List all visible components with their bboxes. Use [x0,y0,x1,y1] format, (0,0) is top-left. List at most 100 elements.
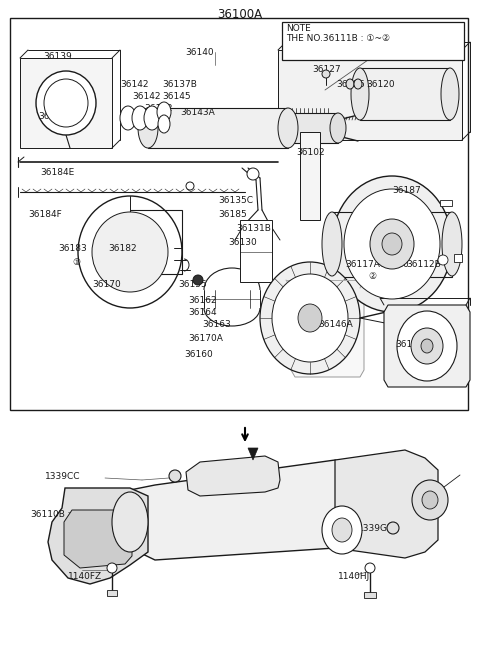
Text: 36110B: 36110B [30,510,65,519]
Text: 36127: 36127 [312,65,341,74]
Ellipse shape [247,168,259,180]
Text: 36142: 36142 [120,80,148,89]
Ellipse shape [412,480,448,520]
Ellipse shape [422,491,438,509]
Text: 36126: 36126 [336,80,365,89]
Ellipse shape [138,108,158,148]
Ellipse shape [107,563,117,573]
Ellipse shape [322,506,362,554]
Ellipse shape [144,106,160,130]
Ellipse shape [36,71,96,135]
Bar [440,200,452,206]
Text: NOTE: NOTE [286,24,311,33]
Text: THE NO.36111B : ①~②: THE NO.36111B : ①~② [286,34,390,43]
Ellipse shape [132,106,148,130]
Ellipse shape [365,563,375,573]
Ellipse shape [186,182,194,190]
Text: 1339CC: 1339CC [45,472,81,481]
Text: 36170A: 36170A [188,334,223,343]
Text: 36150: 36150 [395,340,424,349]
Polygon shape [384,305,470,387]
Ellipse shape [260,262,360,374]
Text: 36143A: 36143A [180,108,215,117]
Bar [364,592,376,598]
Text: 36112B: 36112B [406,260,441,269]
Text: 36142: 36142 [132,92,160,101]
Text: 36185: 36185 [218,210,247,219]
Text: 36164: 36164 [188,308,216,317]
Ellipse shape [438,255,448,265]
Ellipse shape [332,518,352,542]
Ellipse shape [272,274,348,362]
Polygon shape [248,448,258,460]
Bar [240,220,272,282]
Ellipse shape [441,68,459,120]
Polygon shape [186,456,280,496]
Bar [10,18,468,410]
Text: 1140HJ: 1140HJ [338,572,370,581]
Ellipse shape [370,219,414,269]
Text: 36142: 36142 [144,104,172,113]
Text: 1339GB: 1339GB [358,524,394,533]
Text: ①: ① [72,258,80,267]
Ellipse shape [354,79,362,89]
Text: 36145: 36145 [162,92,191,101]
Bar [130,210,182,274]
Text: 1140FZ: 1140FZ [68,572,102,581]
Ellipse shape [322,212,342,276]
Ellipse shape [330,113,346,143]
Bar [332,212,452,277]
Ellipse shape [158,115,170,133]
Bar [282,22,464,60]
Polygon shape [120,460,380,560]
Ellipse shape [387,522,399,534]
Ellipse shape [120,106,136,130]
Ellipse shape [397,311,457,381]
Text: 36184E: 36184E [40,168,74,177]
Text: 36139: 36139 [43,52,72,61]
Ellipse shape [322,70,330,78]
Ellipse shape [344,189,440,299]
Ellipse shape [169,470,181,482]
Text: 36102: 36102 [296,148,324,157]
Text: 36170: 36170 [92,280,121,289]
Ellipse shape [78,196,182,308]
Text: 36137B: 36137B [162,80,197,89]
Text: 36187: 36187 [392,186,421,195]
Ellipse shape [411,328,443,364]
Polygon shape [278,50,462,140]
Bar [288,113,338,143]
Text: 36120: 36120 [366,80,395,89]
Text: 36146A: 36146A [318,320,353,329]
Text: 36131B: 36131B [236,224,271,233]
Text: 36100A: 36100A [217,8,263,21]
Polygon shape [48,488,148,584]
Ellipse shape [44,79,88,127]
Ellipse shape [332,176,452,312]
Ellipse shape [382,233,402,255]
Bar [360,68,450,120]
Text: 36155: 36155 [178,280,207,289]
Text: 36184F: 36184F [28,210,62,219]
Ellipse shape [112,492,148,552]
Text: 36131C: 36131C [38,112,73,121]
Text: 36135C: 36135C [218,196,253,205]
Bar [454,254,462,262]
Text: 36163: 36163 [202,320,231,329]
Ellipse shape [92,212,168,292]
Bar [107,590,117,596]
Ellipse shape [278,108,298,148]
Ellipse shape [421,339,433,353]
Ellipse shape [157,102,171,122]
Polygon shape [20,58,112,148]
Ellipse shape [193,275,203,285]
Text: 36117A: 36117A [345,260,380,269]
Polygon shape [291,288,364,377]
Ellipse shape [442,212,462,276]
Text: 36182: 36182 [108,244,137,253]
Bar [300,132,320,220]
Text: 36140: 36140 [185,48,214,57]
Polygon shape [64,510,132,568]
Ellipse shape [298,304,322,332]
Polygon shape [335,450,438,558]
